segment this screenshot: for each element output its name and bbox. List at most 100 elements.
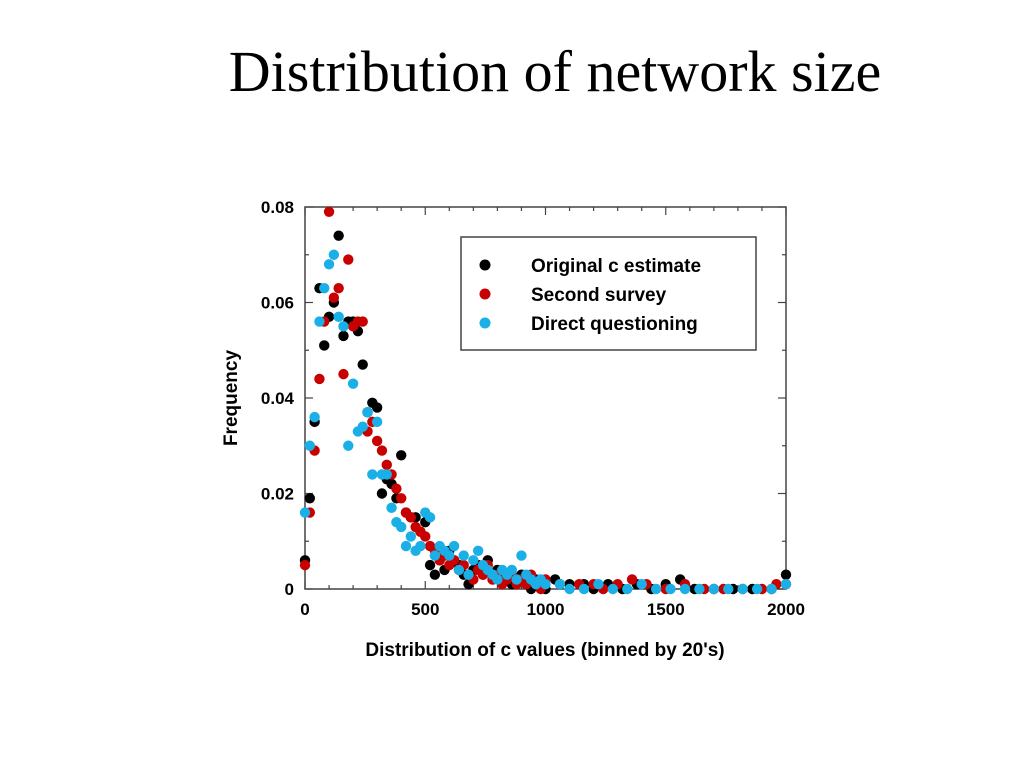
point-second-survey [314,373,325,385]
point-direct-questioning [328,249,340,260]
point-direct-questioning [453,564,465,576]
point-original [376,488,388,499]
point-direct-questioning [622,583,633,595]
point-direct-questioning [751,583,763,595]
point-original [338,330,349,342]
point-original [333,230,344,241]
legend-marker-second-survey [479,288,491,300]
legend-box [460,236,757,351]
point-original [780,569,792,580]
point-original [357,359,368,370]
point-direct-questioning [362,407,373,418]
point-original [319,340,330,351]
y-tick-label: 0.06 [261,294,294,313]
point-second-survey [371,435,383,447]
x-tick-label: 2000 [767,600,805,619]
point-direct-questioning [463,569,474,580]
point-direct-questioning [448,540,460,552]
point-direct-questioning [367,469,378,480]
point-direct-questioning [343,440,354,451]
point-direct-questioning [665,583,676,595]
y-tick-label: 0.02 [261,485,294,504]
point-direct-questioning [304,440,316,451]
axis-tick-labels: 0 500 1000 1500 2000 0 0.02 0.04 0.06 0.08 [261,198,805,619]
point-direct-questioning [766,583,777,595]
x-axis-label: Distribution of c values (binned by 20's… [365,640,724,661]
point-direct-questioning [347,378,359,389]
point-direct-questioning [636,579,647,590]
point-direct-questioning [381,469,392,480]
x-tick-label: 0 [300,600,309,619]
point-direct-questioning [424,512,436,523]
point-original [424,559,436,571]
y-tick-label: 0.04 [261,389,295,408]
point-direct-questioning [415,540,426,552]
point-second-survey [357,316,368,327]
point-original [371,402,383,413]
point-direct-questioning [554,579,566,590]
point-original [429,569,441,580]
point-direct-questioning [516,550,527,561]
point-direct-questioning [338,321,349,332]
point-second-survey [338,368,349,380]
point-second-survey [328,292,340,303]
point-direct-questioning [333,311,344,323]
point-direct-questioning [607,583,619,595]
point-direct-questioning [540,579,551,590]
legend: Original c estimate Second survey Direct… [460,236,757,351]
point-second-survey [420,531,431,542]
point-direct-questioning [694,583,705,595]
x-tick-label: 1000 [527,600,565,619]
point-direct-questioning [723,583,734,595]
point-direct-questioning [444,550,455,561]
point-direct-questioning [506,564,518,576]
point-direct-questioning [578,583,590,595]
x-tick-label: 1500 [647,600,685,619]
y-axis-label: Frequency [221,350,242,447]
point-direct-questioning [386,502,397,514]
point-second-survey [405,512,417,523]
y-tick-label: 0 [285,580,294,599]
point-direct-questioning [472,545,484,556]
point-direct-questioning [468,555,479,566]
point-direct-questioning [429,550,441,561]
point-direct-questioning [371,416,383,428]
point-second-survey [299,559,311,571]
point-direct-questioning [299,507,311,518]
slide-title: Distribution of network size [228,39,882,104]
point-second-survey [391,483,402,494]
point-direct-questioning [593,579,604,590]
point-second-survey [333,282,344,294]
legend-marker-direct-questioning [479,317,491,329]
point-direct-questioning [708,583,720,595]
point-direct-questioning [650,583,662,595]
point-direct-questioning [357,421,368,432]
point-direct-questioning [319,282,330,294]
point-second-survey [626,574,638,585]
legend-marker-original [479,259,491,271]
x-tick-label: 500 [411,600,439,619]
point-direct-questioning [405,531,417,542]
data-points [299,206,792,595]
point-second-survey [343,254,354,265]
point-direct-questioning [737,583,748,595]
legend-label-original: Original c estimate [531,256,701,277]
point-direct-questioning [309,411,320,423]
legend-label-direct-questioning: Direct questioning [531,314,698,335]
point-direct-questioning [396,521,407,533]
point-direct-questioning [323,259,335,270]
point-direct-questioning [492,574,503,585]
legend-label-second-survey: Second survey [531,285,667,306]
point-second-survey [376,445,388,456]
point-direct-questioning [511,574,522,585]
point-direct-questioning [780,579,792,590]
point-second-survey [323,206,335,217]
point-direct-questioning [400,540,412,552]
point-original [304,493,316,504]
y-tick-label: 0.08 [261,198,294,217]
point-second-survey [396,493,407,504]
point-direct-questioning [458,550,469,561]
point-direct-questioning [314,316,325,327]
point-direct-questioning [564,583,575,595]
